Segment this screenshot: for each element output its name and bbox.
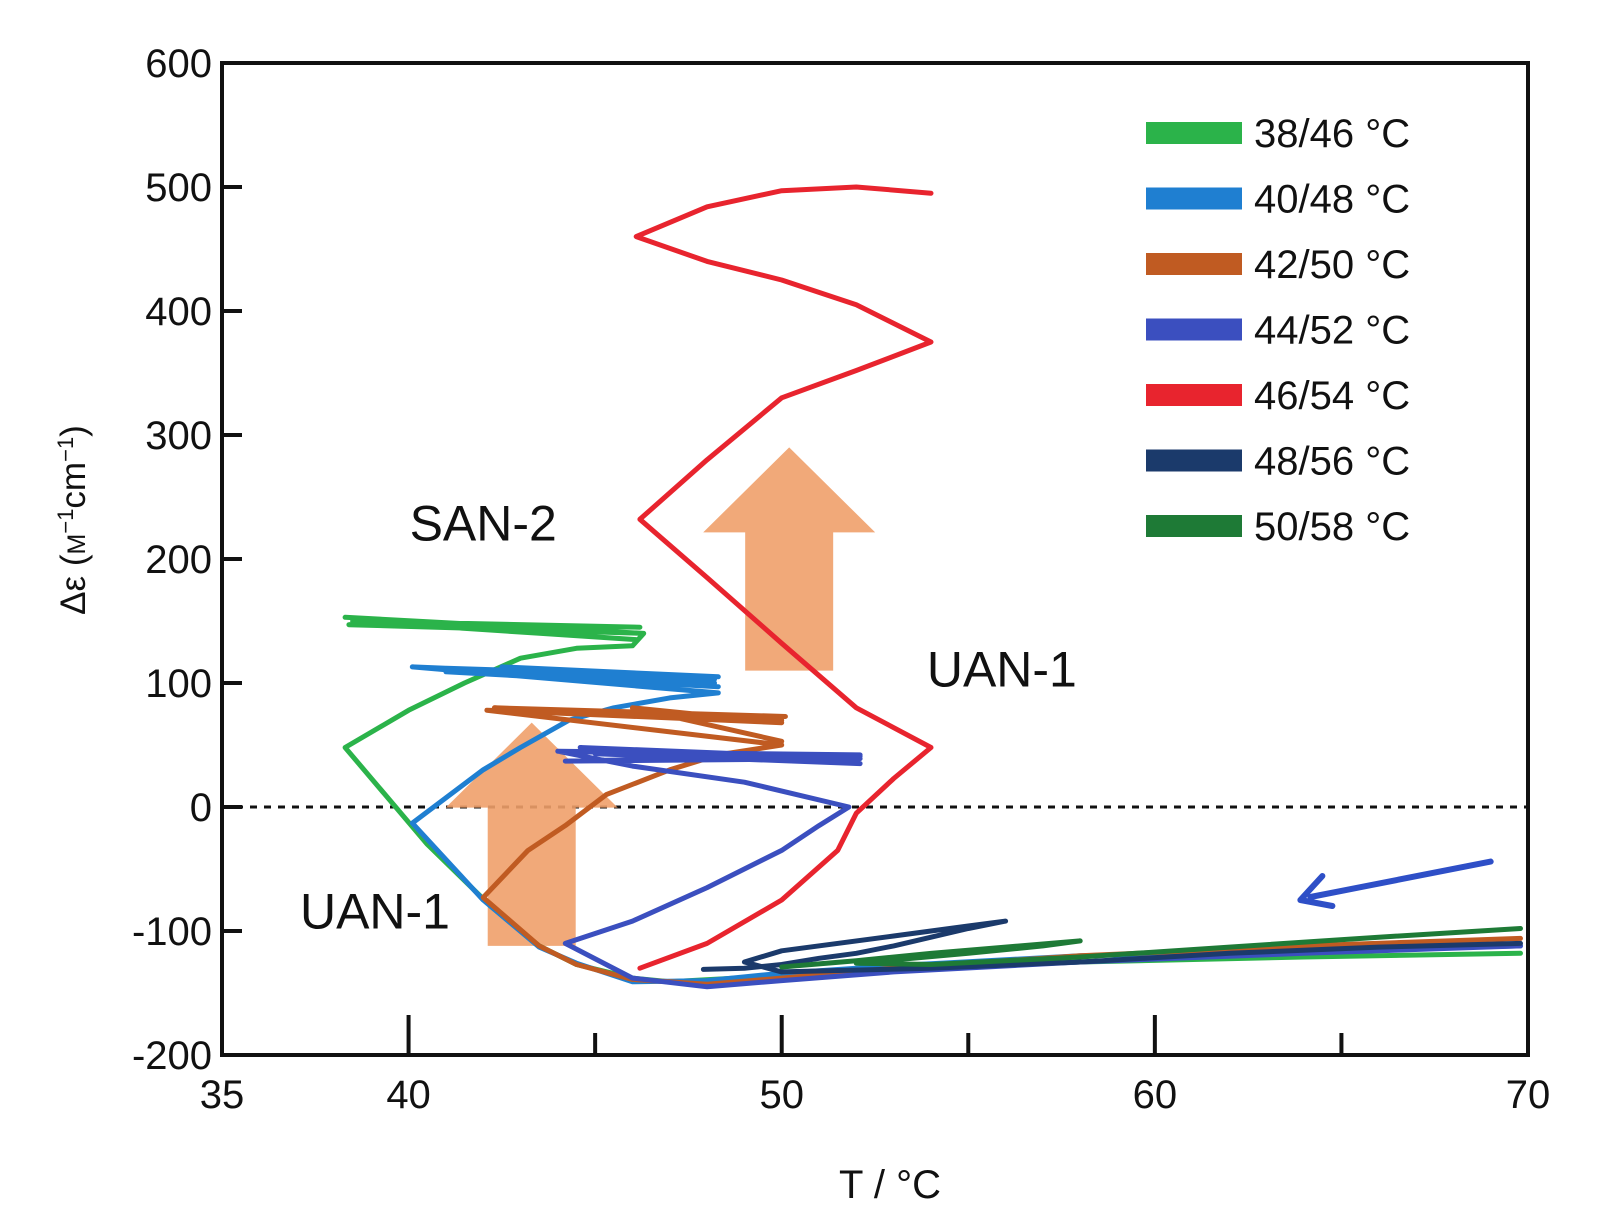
y-tick-labels: -200 -100 0 100 200 300 400 500 600 (132, 42, 212, 1078)
legend-label-3: 44/52 °C (1254, 309, 1410, 353)
y-tick-label-200: 200 (145, 538, 212, 582)
y-axis-label-unit: M (63, 534, 91, 555)
legend-swatch-0 (1146, 122, 1242, 144)
series-line-3 (555, 745, 1523, 990)
y-tick-label--100: -100 (132, 910, 212, 954)
annotation-2: UAN-1 (300, 884, 450, 940)
y-tick-label-400: 400 (145, 290, 212, 334)
series-lines (342, 184, 1523, 990)
x-tick-label-50: 50 (759, 1073, 804, 1117)
y-tick-label--200: -200 (132, 1034, 212, 1078)
legend: 38/46 °C 40/48 °C 42/50 °C 44/52 °C 46/54 °C… (1146, 112, 1410, 549)
legend-label-1: 40/48 °C (1254, 178, 1410, 222)
annotation-labels: SAN-2 UAN-1 UAN-1 (300, 495, 1077, 939)
legend-swatch-4 (1146, 384, 1242, 406)
legend-swatch-6 (1146, 515, 1242, 537)
y-axis-label-rest: cm (54, 462, 93, 509)
y-tick-label-600: 600 (145, 42, 212, 86)
y-axis-label-sup-2: −1 (53, 437, 78, 462)
series-line-6 (779, 926, 1523, 970)
x-tick-label-40: 40 (386, 1073, 431, 1117)
legend-label-2: 42/50 °C (1254, 243, 1410, 287)
series-line-4 (633, 184, 934, 971)
x-tick-labels: 35 40 50 60 70 (200, 1073, 1551, 1117)
annotation-1: UAN-1 (927, 642, 1077, 698)
legend-swatch-2 (1146, 253, 1242, 275)
y-tick-label-500: 500 (145, 166, 212, 210)
y-tick-label-300: 300 (145, 414, 212, 458)
annotation-0: SAN-2 (410, 495, 557, 551)
line-arrow-shaft-2 (1307, 858, 1494, 900)
line-arrow-head-2 (1297, 873, 1336, 909)
y-axis-label: Δε (M−1cm−1) (53, 425, 93, 615)
x-axis-label: T / °C (839, 1163, 941, 1207)
legend-label-6: 50/58 °C (1254, 505, 1410, 549)
x-tick-label-35: 35 (200, 1073, 245, 1117)
axis-ticks (220, 61, 1530, 1057)
legend-label-4: 46/54 °C (1254, 374, 1410, 418)
y-tick-label-0: 0 (190, 786, 212, 830)
y-axis-label-prefix: Δε ( (54, 554, 93, 615)
series-line-2 (480, 705, 1523, 987)
y-axis-label-close: ) (54, 425, 93, 437)
legend-swatch-3 (1146, 318, 1242, 341)
legend-label-0: 38/46 °C (1254, 112, 1410, 156)
series-line-5 (700, 918, 1523, 975)
legend-swatch-5 (1146, 449, 1242, 472)
y-axis-label-sup: −1 (53, 509, 78, 534)
y-tick-label-100: 100 (145, 662, 212, 706)
legend-swatch-1 (1146, 187, 1242, 210)
x-tick-label-60: 60 (1133, 1073, 1178, 1117)
block-arrow-0 (703, 447, 876, 671)
x-tick-label-70: 70 (1506, 1073, 1551, 1117)
legend-label-5: 48/56 °C (1254, 440, 1410, 484)
